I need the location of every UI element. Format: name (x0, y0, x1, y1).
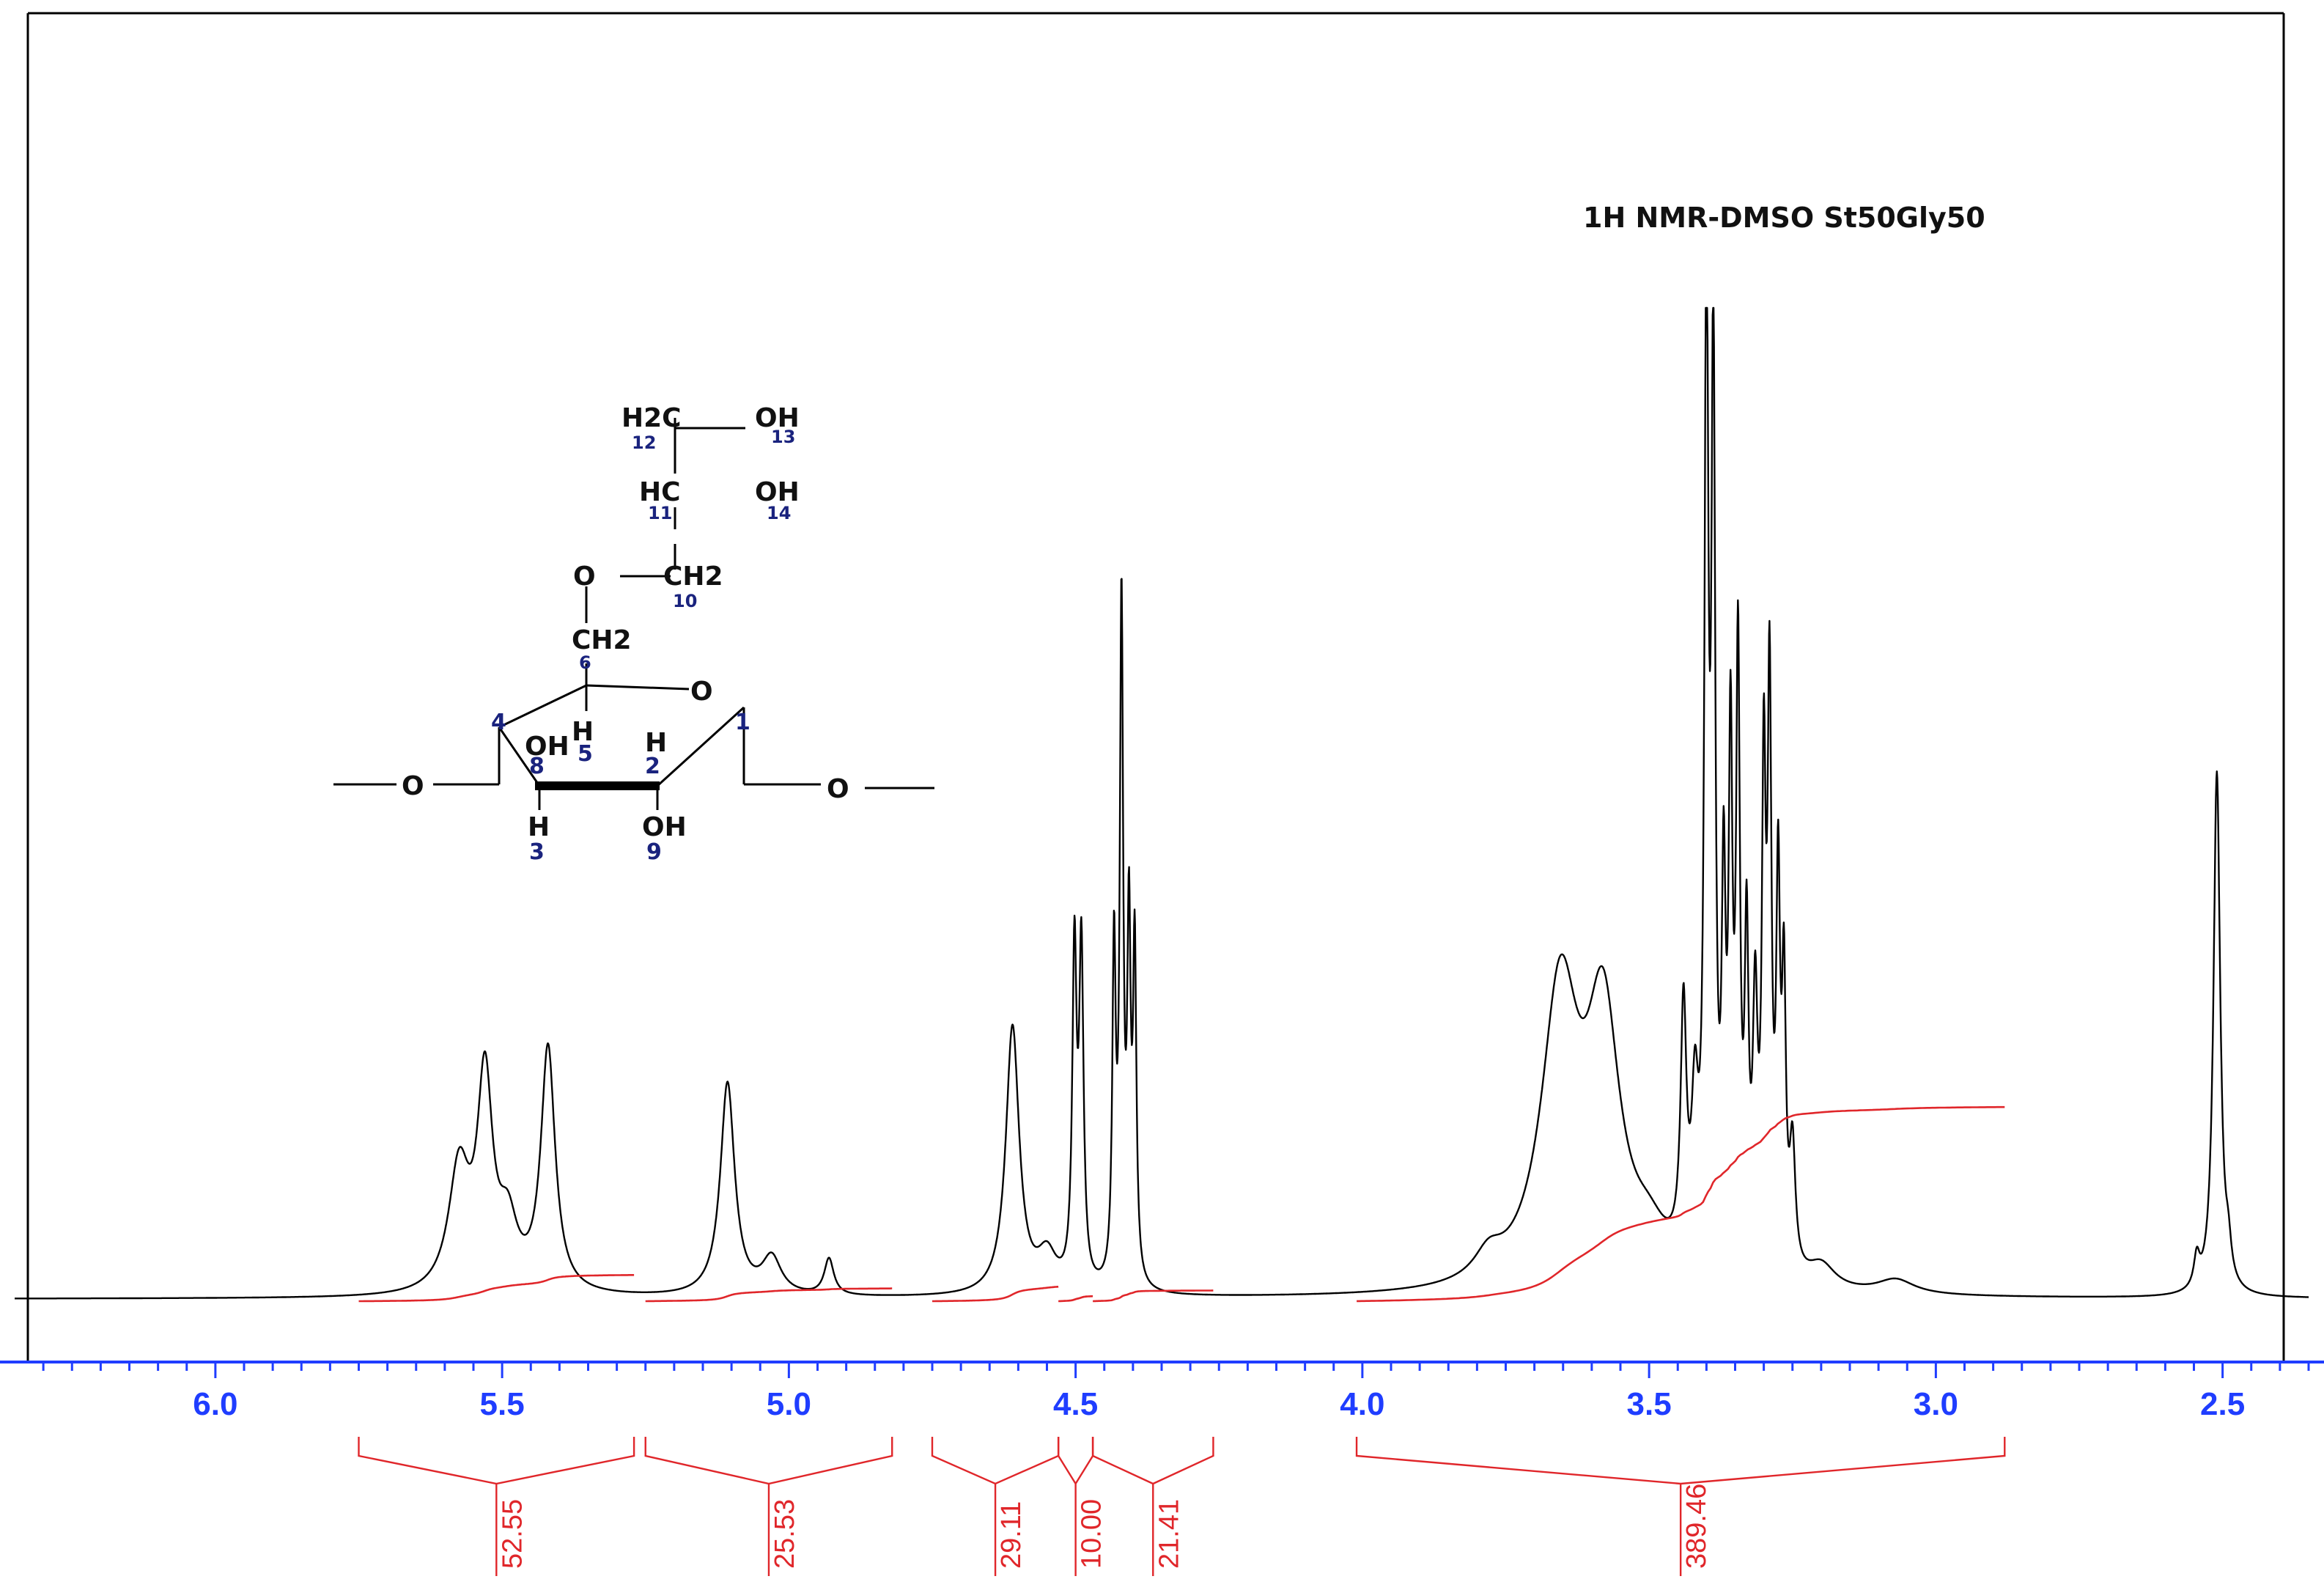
label-10: 10 (673, 591, 697, 611)
atom-ch2-6: CH2 (572, 625, 632, 655)
label-2: 2 (645, 754, 660, 779)
integral-brackets: 52.55 25.53 29.11 10.00 21.41 389.46 (358, 1437, 2006, 1576)
ring-bold-bond (535, 781, 660, 790)
integral-value-label: 25.53 (770, 1499, 800, 1569)
spectrum-line (14, 306, 2309, 1300)
integral-bracket (1355, 1437, 2006, 1576)
atom-h-2: H (645, 728, 667, 758)
label-3: 3 (529, 839, 545, 865)
integral-curve (358, 1274, 635, 1303)
integral-curve (1357, 1105, 2005, 1303)
integral-value-label: 389.46 (1681, 1484, 1712, 1569)
atom-o-right: O (827, 774, 849, 804)
atom-h-3: H (528, 812, 550, 842)
atom-ch2-10: CH2 (663, 562, 723, 592)
structure-bonds (333, 418, 934, 810)
integral-bracket (1091, 1437, 1214, 1576)
integral-curve (932, 1285, 1059, 1303)
label-8: 8 (529, 754, 545, 779)
integral-curve (1058, 1295, 1093, 1303)
integral-value-label: 29.11 (996, 1501, 1027, 1569)
integral-curve (645, 1287, 893, 1303)
atom-oh-14: OH (755, 477, 800, 507)
x-tick-label: 5.5 (480, 1386, 525, 1422)
label-14: 14 (767, 503, 791, 523)
integral-bracket (644, 1437, 893, 1576)
atom-hc: HC (639, 477, 681, 507)
atom-oh-9: OH (642, 812, 687, 842)
integral-bracket (358, 1437, 635, 1576)
integral-value-label: 21.41 (1154, 1499, 1184, 1569)
label-13: 13 (771, 427, 795, 447)
integral-curve (1093, 1289, 1214, 1303)
atom-h-5: H (572, 717, 594, 747)
integral-curves (358, 1105, 2005, 1303)
atom-h2c: H2C (621, 403, 682, 433)
chart-title: 1H NMR-DMSO St50Gly50 (1583, 202, 1985, 234)
x-tick-label: 3.5 (1627, 1386, 1672, 1422)
atom-o-ether: O (573, 562, 596, 592)
x-axis-tick-labels: 6.0 5.5 5.0 4.5 4.0 3.5 3.0 2.5 (193, 1386, 2245, 1422)
x-tick-label: 4.5 (1053, 1386, 1098, 1422)
x-tick-label: 6.0 (193, 1386, 237, 1422)
chemical-structure: H2C OH HC OH O CH2 CH2 O OH H H H OH O O… (333, 403, 934, 865)
label-4: 4 (491, 710, 506, 735)
x-axis-ticks (42, 1362, 2310, 1378)
atom-oh-8: OH (525, 732, 569, 762)
integral-bracket (931, 1437, 1060, 1576)
x-tick-label: 5.0 (767, 1386, 811, 1422)
label-12: 12 (632, 433, 656, 453)
atom-o-left: O (402, 771, 424, 801)
label-5: 5 (578, 741, 593, 767)
label-11: 11 (648, 503, 672, 523)
x-tick-label: 4.0 (1340, 1386, 1384, 1422)
x-tick-label: 2.5 (2200, 1386, 2245, 1422)
integral-value-label: 52.55 (497, 1499, 528, 1569)
label-9: 9 (646, 839, 662, 865)
label-6: 6 (579, 652, 591, 673)
atom-oh-13: OH (755, 403, 800, 433)
atom-o-ring: O (690, 677, 713, 707)
integral-value-label: 10.00 (1077, 1499, 1107, 1569)
x-tick-label: 3.0 (1914, 1386, 1958, 1422)
label-1: 1 (735, 710, 750, 735)
